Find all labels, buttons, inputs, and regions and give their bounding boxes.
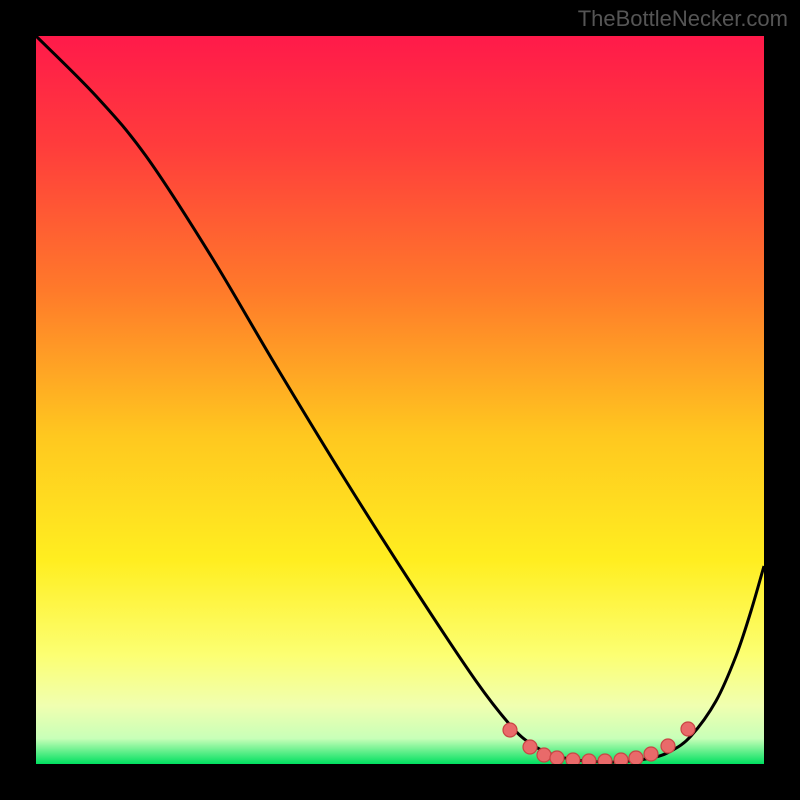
- chart-marker: [566, 753, 580, 764]
- watermark-text: TheBottleNecker.com: [578, 6, 788, 32]
- chart-marker: [681, 722, 695, 736]
- chart-marker: [550, 751, 564, 764]
- chart-marker: [503, 723, 517, 737]
- chart-marker: [582, 754, 596, 764]
- chart-marker: [629, 751, 643, 764]
- chart-background: [36, 36, 764, 764]
- chart-marker: [598, 754, 612, 764]
- chart-marker: [614, 753, 628, 764]
- chart-marker: [644, 747, 658, 761]
- chart-marker: [537, 748, 551, 762]
- chart-marker: [523, 740, 537, 754]
- chart-marker: [661, 739, 675, 753]
- chart-plot-area: [36, 36, 764, 764]
- chart-svg: [36, 36, 764, 764]
